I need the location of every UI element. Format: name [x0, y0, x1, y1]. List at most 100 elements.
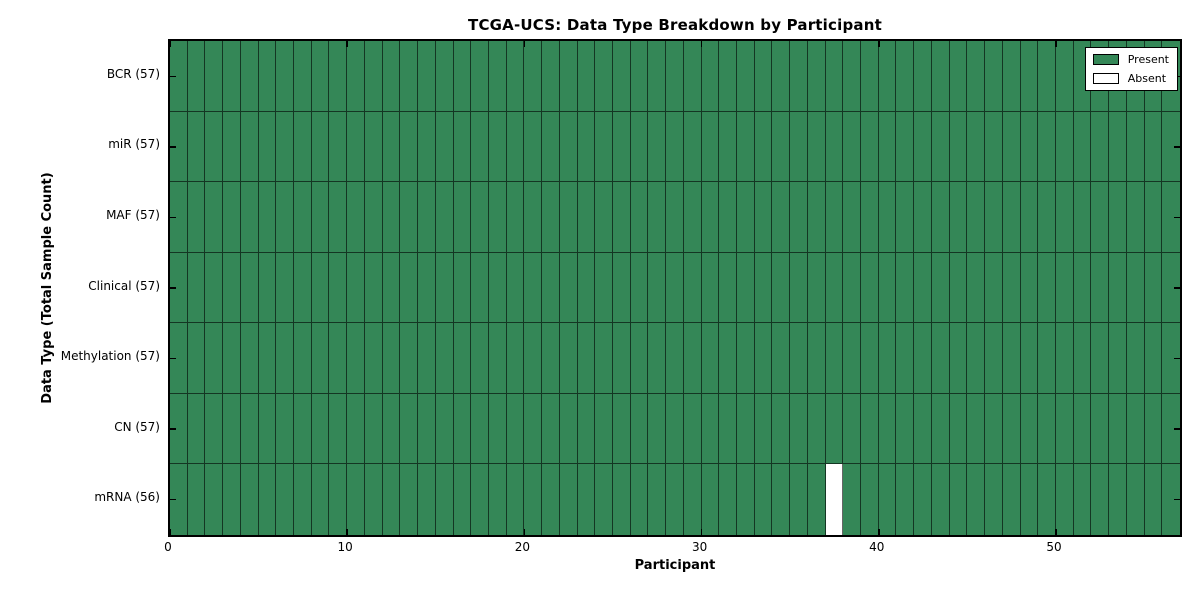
- heatmap-cell-Clinical-42-present: [914, 252, 932, 324]
- legend-label-absent: Absent: [1127, 72, 1167, 85]
- heatmap-cell-mRNA-23-present: [577, 464, 596, 535]
- heatmap-cell-miR-43-present: [931, 111, 950, 183]
- heatmap-cell-mRNA-16-present: [453, 464, 472, 535]
- heatmap-cell-mRNA-39-present: [861, 464, 879, 535]
- legend: Present Absent: [1084, 47, 1178, 91]
- heatmap-cell-miR-36-present: [807, 111, 826, 183]
- heatmap-cell-mRNA-22-present: [559, 464, 578, 535]
- heatmap-cell-miR-39-present: [861, 111, 879, 183]
- heatmap-cell-MAF-40-present: [878, 182, 897, 253]
- heatmap-cell-mRNA-5-present: [258, 464, 277, 535]
- heatmap-cell-miR-29-present: [683, 111, 702, 183]
- heatmap-cell-Clinical-35-present: [790, 252, 808, 324]
- heatmap-cell-Methylation-53-present: [1109, 323, 1127, 394]
- heatmap-cell-miR-40-present: [878, 111, 897, 183]
- heatmap-cell-CN-48-present: [1020, 393, 1039, 465]
- heatmap-cell-Clinical-2-present: [205, 252, 224, 324]
- heatmap-cell-Clinical-14-present: [418, 252, 436, 324]
- heatmap-cell-MAF-39-present: [861, 182, 879, 253]
- heatmap-cell-CN-23-present: [577, 393, 596, 465]
- heatmap-cell-BCR-26-present: [630, 41, 649, 112]
- legend-entry-absent: Absent: [1092, 72, 1169, 85]
- heatmap-cell-MAF-46-present: [985, 182, 1003, 253]
- x-tick-mark: [523, 529, 526, 535]
- heatmap-cell-miR-3-present: [223, 111, 241, 183]
- heatmap-cell-Clinical-32-present: [737, 252, 755, 324]
- heatmap-cell-MAF-31-present: [719, 182, 738, 253]
- heatmap-cell-Methylation-33-present: [754, 323, 773, 394]
- heatmap-cell-Methylation-26-present: [630, 323, 649, 394]
- heatmap-cell-CN-43-present: [931, 393, 950, 465]
- heatmap-cell-mRNA-11-present: [364, 464, 383, 535]
- heatmap-cell-mRNA-40-present: [878, 464, 897, 535]
- heatmap-cell-miR-15-present: [435, 111, 454, 183]
- x-tick-mark: [700, 41, 703, 47]
- heatmap-cell-mRNA-28-present: [666, 464, 684, 535]
- heatmap-cell-Clinical-36-present: [807, 252, 826, 324]
- heatmap-cell-mRNA-1-present: [187, 464, 206, 535]
- heatmap-cell-mRNA-0-present: [170, 464, 188, 535]
- heatmap-cell-CN-7-present: [294, 393, 312, 465]
- heatmap-cell-BCR-27-present: [648, 41, 667, 112]
- heatmap-cell-BCR-14-present: [418, 41, 436, 112]
- heatmap-cell-MAF-54-present: [1126, 182, 1145, 253]
- heatmap-cell-miR-33-present: [754, 111, 773, 183]
- y-tick-mark: [170, 428, 176, 430]
- heatmap-cell-miR-31-present: [719, 111, 738, 183]
- x-tick-mark: [1055, 529, 1057, 535]
- heatmap-cell-Methylation-38-present: [843, 323, 862, 394]
- heatmap-cell-BCR-28-present: [666, 41, 684, 112]
- heatmap-cell-CN-25-present: [612, 393, 631, 465]
- heatmap-cell-miR-23-present: [577, 111, 596, 183]
- heatmap-cell-Clinical-45-present: [967, 252, 986, 324]
- heatmap-cell-Methylation-42-present: [914, 323, 932, 394]
- heatmap-cell-mRNA-41-present: [896, 464, 915, 535]
- heatmap-cell-CN-35-present: [790, 393, 808, 465]
- heatmap-cell-Clinical-56-present: [1162, 252, 1180, 324]
- heatmap-cell-CN-15-present: [435, 393, 454, 465]
- heatmap-cell-mRNA-4-present: [240, 464, 259, 535]
- heatmap-cell-Methylation-54-present: [1126, 323, 1145, 394]
- heatmap-cell-Methylation-34-present: [772, 323, 791, 394]
- y-tick-mark: [170, 75, 176, 78]
- heatmap-cell-miR-35-present: [790, 111, 808, 183]
- heatmap-cell-miR-5-present: [258, 111, 277, 183]
- heatmap-cell-CN-49-present: [1038, 393, 1056, 465]
- heatmap-cell-Methylation-51-present: [1073, 323, 1092, 394]
- x-tick-mark: [169, 529, 171, 535]
- heatmap-cell-MAF-2-present: [205, 182, 224, 253]
- y-tick-label-BCR: BCR (57): [106, 66, 160, 81]
- heatmap-cell-BCR-6-present: [276, 41, 295, 112]
- x-tick-mark: [700, 529, 703, 535]
- heatmap-cell-Methylation-23-present: [577, 323, 596, 394]
- heatmap-cell-mRNA-8-present: [311, 464, 330, 535]
- heatmap-cell-miR-21-present: [542, 111, 560, 183]
- heatmap-cell-Methylation-8-present: [311, 323, 330, 394]
- heatmap-cell-Clinical-39-present: [861, 252, 879, 324]
- heatmap-cell-Methylation-19-present: [506, 323, 525, 394]
- heatmap-cell-BCR-23-present: [577, 41, 596, 112]
- heatmap-cell-mRNA-25-present: [612, 464, 631, 535]
- heatmap-cell-MAF-13-present: [400, 182, 419, 253]
- heatmap-cell-BCR-15-present: [435, 41, 454, 112]
- heatmap-cell-CN-56-present: [1162, 393, 1180, 465]
- heatmap-cell-BCR-47-present: [1002, 41, 1021, 112]
- heatmap-cell-miR-41-present: [896, 111, 915, 183]
- heatmap-cell-mRNA-2-present: [205, 464, 224, 535]
- heatmap-cell-BCR-3-present: [223, 41, 241, 112]
- heatmap-cell-Clinical-19-present: [506, 252, 525, 324]
- heatmap-cell-MAF-6-present: [276, 182, 295, 253]
- heatmap-cell-Methylation-5-present: [258, 323, 277, 394]
- heatmap-cell-mRNA-36-present: [807, 464, 826, 535]
- heatmap-cell-miR-20-present: [524, 111, 543, 183]
- heatmap-cell-Methylation-12-present: [382, 323, 401, 394]
- heatmap-cell-CN-18-present: [488, 393, 507, 465]
- heatmap-cell-Methylation-56-present: [1162, 323, 1180, 394]
- heatmap-cell-mRNA-45-present: [967, 464, 986, 535]
- heatmap-cell-miR-12-present: [382, 111, 401, 183]
- heatmap-cell-Methylation-9-present: [329, 323, 348, 394]
- heatmap-cell-CN-54-present: [1126, 393, 1145, 465]
- heatmap-cell-Methylation-41-present: [896, 323, 915, 394]
- heatmap-cell-CN-4-present: [240, 393, 259, 465]
